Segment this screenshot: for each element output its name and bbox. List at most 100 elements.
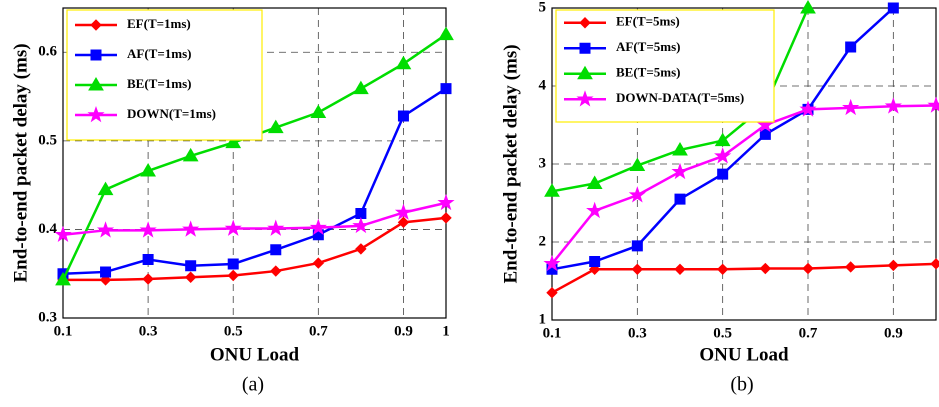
- marker: [310, 104, 327, 119]
- marker: [353, 80, 369, 95]
- x-tick-label: 0.7: [799, 325, 818, 341]
- marker: [184, 271, 197, 283]
- x-tick-label: 0.9: [394, 323, 413, 339]
- marker: [845, 41, 857, 53]
- plot-frame: [551, 7, 937, 321]
- marker: [887, 2, 899, 14]
- marker: [395, 55, 412, 70]
- x-tick-label: 0.5: [224, 323, 243, 339]
- marker: [799, 100, 817, 117]
- x-tick-label: 0.3: [139, 323, 158, 339]
- marker: [227, 269, 239, 282]
- y-tick-label: 0.6: [38, 44, 57, 60]
- marker: [674, 263, 686, 276]
- marker: [355, 243, 367, 255]
- marker: [309, 218, 327, 235]
- marker: [182, 147, 199, 162]
- marker: [842, 98, 860, 116]
- marker: [267, 119, 284, 134]
- marker: [225, 134, 242, 149]
- marker: [397, 216, 410, 229]
- y-tick-label: 1: [539, 311, 547, 327]
- legend-label: BE(T=1ms): [127, 76, 191, 91]
- marker: [629, 157, 646, 172]
- marker: [440, 83, 452, 95]
- series-line: [551, 104, 937, 265]
- y-tick-label: 3: [539, 155, 547, 171]
- x-tick-label: 0.1: [543, 325, 562, 341]
- y-tick-label: 0.5: [38, 132, 57, 148]
- marker: [844, 261, 857, 273]
- marker: [54, 225, 72, 243]
- marker: [394, 203, 413, 220]
- caption: (a): [242, 374, 264, 396]
- legend-label: EF(T=5ms): [616, 14, 680, 29]
- y-tick-label: 4: [539, 77, 547, 93]
- marker: [674, 193, 686, 205]
- plot-frame: [62, 7, 447, 319]
- legend-label: BE(T=5ms): [616, 65, 680, 80]
- marker: [97, 181, 114, 196]
- legend-marker: [576, 90, 594, 107]
- marker: [140, 162, 156, 177]
- legend-box: [555, 9, 775, 123]
- series-line: [62, 201, 447, 236]
- legend-label: AF(T=5ms): [616, 39, 680, 54]
- marker: [930, 258, 939, 270]
- marker: [55, 271, 71, 286]
- marker: [586, 175, 603, 189]
- marker: [100, 266, 112, 278]
- marker: [800, 0, 816, 14]
- x-axis-label: ONU Load: [210, 344, 300, 365]
- marker: [438, 26, 454, 41]
- x-tick-label: 1: [442, 323, 450, 339]
- x-tick-label: 0.9: [884, 325, 903, 341]
- marker: [267, 219, 285, 236]
- marker: [544, 183, 560, 197]
- series-line: [63, 216, 447, 282]
- legend-marker: [90, 19, 102, 31]
- marker: [543, 254, 561, 272]
- marker: [437, 193, 455, 211]
- x-axis-label: ONU Load: [699, 344, 789, 365]
- x-tick-label: 0.7: [309, 323, 328, 339]
- marker: [672, 141, 688, 156]
- y-tick-label: 0.4: [38, 221, 57, 237]
- marker: [714, 132, 731, 147]
- x-tick-label: 0.1: [54, 323, 73, 339]
- legend-marker: [87, 105, 105, 123]
- marker: [887, 259, 900, 272]
- marker: [440, 212, 452, 224]
- legend-marker: [88, 77, 104, 91]
- marker: [802, 262, 814, 275]
- marker: [714, 147, 732, 164]
- marker: [224, 219, 242, 236]
- marker: [756, 115, 774, 133]
- x-tick-label: 0.3: [628, 325, 647, 341]
- marker: [586, 201, 604, 219]
- caption: (b): [730, 374, 753, 396]
- legend-label: EF(T=1ms): [127, 16, 191, 31]
- marker: [96, 221, 115, 238]
- marker: [139, 221, 157, 238]
- marker: [884, 97, 902, 114]
- marker: [759, 262, 772, 275]
- legend-marker: [579, 17, 591, 29]
- marker: [185, 260, 197, 272]
- legend-label: DOWN(T=1ms): [127, 106, 216, 121]
- y-tick-label: 2: [539, 233, 547, 249]
- marker: [270, 244, 282, 256]
- marker: [312, 257, 325, 269]
- marker: [142, 254, 154, 266]
- x-tick-label: 0.5: [713, 325, 732, 341]
- marker: [631, 240, 643, 252]
- y-axis-label: End-to-end packet delay (ms): [500, 44, 521, 283]
- marker: [628, 186, 646, 203]
- legend-marker: [579, 42, 591, 54]
- marker: [716, 263, 729, 276]
- legend-marker: [90, 49, 102, 61]
- marker: [631, 263, 644, 276]
- legend-marker: [577, 65, 593, 80]
- marker: [352, 216, 370, 234]
